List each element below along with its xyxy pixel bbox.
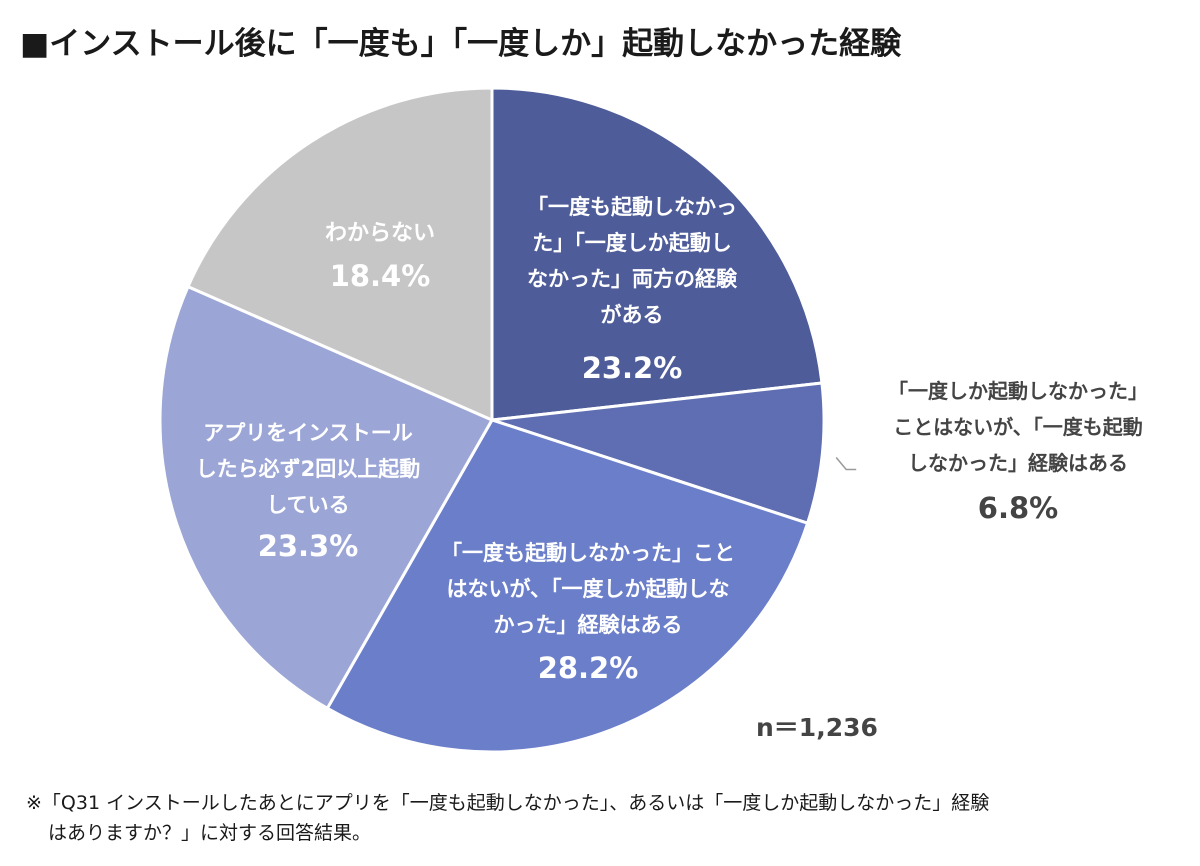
slice-1-label-line-4: がある xyxy=(601,303,664,327)
pie-slice-3 xyxy=(325,418,810,754)
sample-size: n＝1,236 xyxy=(756,713,878,742)
chart-title: ■インストール後に「一度も」「一度しか」起動しなかった経験 xyxy=(20,26,902,62)
slice-1-label-line-2: た」「一度しか起動し xyxy=(532,231,732,255)
footnote: ※「Q31 インストールしたあとにアプリを「一度も起動しなかった」、あるいは「一… xyxy=(26,788,1186,848)
slice-4-label-line-2: したら必ず2回以上起動 xyxy=(196,457,421,481)
footnote-line-1: ※「Q31 インストールしたあとにアプリを「一度も起動しなかった」、あるいは「一… xyxy=(26,792,990,814)
pie-slice-4 xyxy=(158,285,494,710)
slice-4-percent-label: 23.3% xyxy=(258,529,359,563)
slice-3-label-line-3: かった」経験はある xyxy=(494,613,683,637)
footnote-line-2: はありますか？」に対する回答結果。 xyxy=(48,822,372,844)
slice-2-label-line-3: しなかった」経験はある xyxy=(908,451,1128,475)
slice-2-label-line-1: 「一度しか起動しなかった」 xyxy=(888,379,1148,403)
slice-1-label-line-3: なかった」両方の経験 xyxy=(527,267,738,291)
slice-3-percent-label: 28.2% xyxy=(538,651,639,685)
leader-line-slice-2 xyxy=(835,457,857,471)
pie-slice-2 xyxy=(490,381,826,525)
slice-1-label-line-1: 「一度も起動しなかっ xyxy=(527,195,737,219)
slice-4-label-line-1: アプリをインストール xyxy=(203,421,413,445)
pie-slices xyxy=(158,86,826,754)
slice-4-label-line-3: している xyxy=(266,493,349,517)
slice-3-label-line-1: 「一度も起動しなかった」こと xyxy=(441,541,735,565)
leader-lines xyxy=(835,457,857,471)
pie-slice-5 xyxy=(186,86,494,422)
slice-1-percent-label: 23.2% xyxy=(582,351,683,385)
slice-2-label-line-2: ことはないが、「一度も起動 xyxy=(893,415,1143,439)
slice-3-label-line-2: はないが、「一度しか起動しな xyxy=(446,577,729,601)
slice-2-percent-label: 6.8% xyxy=(978,491,1058,525)
slice-5-percent-label: 18.4% xyxy=(330,259,431,293)
slice-5-label-line-1: わからない xyxy=(325,221,435,246)
pie-slice-1 xyxy=(490,86,824,422)
